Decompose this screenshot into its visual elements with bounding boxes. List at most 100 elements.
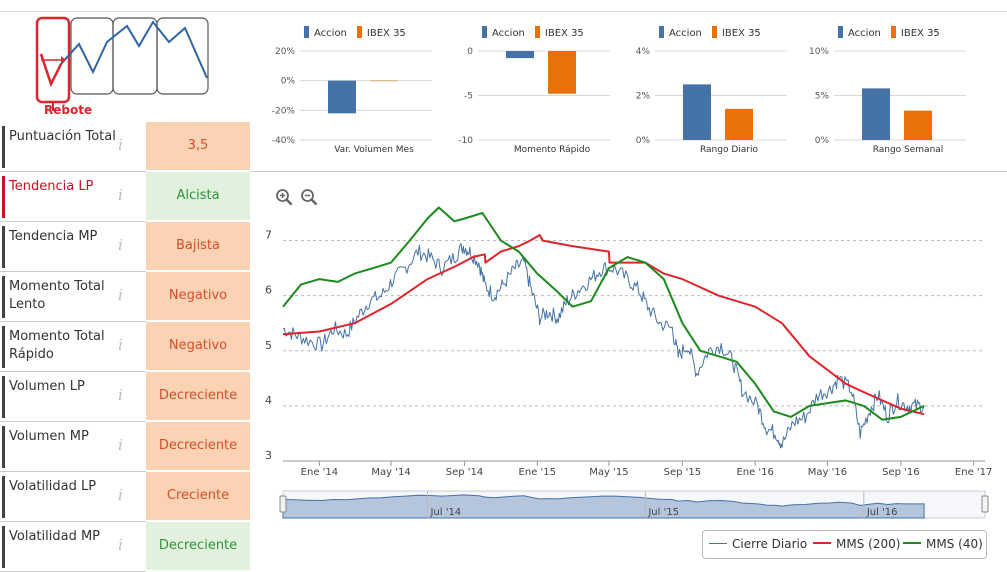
info-icon[interactable]: i bbox=[118, 336, 123, 354]
mini-legend: Accion IBEX 35 bbox=[482, 26, 584, 39]
y-tick-label: 4% bbox=[636, 47, 651, 57]
indicator-row[interactable]: Volatilidad MP i Decreciente bbox=[0, 522, 250, 572]
indicator-label: Volumen MP bbox=[9, 429, 89, 444]
indicator-value: Creciente bbox=[146, 472, 250, 520]
logo-label: Rebote bbox=[44, 103, 93, 117]
series-mms200 bbox=[282, 234, 925, 416]
y-tick-label: 0% bbox=[815, 136, 830, 146]
info-icon[interactable]: i bbox=[118, 136, 123, 154]
legend-text: Accion bbox=[669, 28, 702, 39]
row-divider bbox=[0, 521, 146, 522]
info-icon[interactable]: i bbox=[118, 486, 123, 504]
indicator-label: Volumen LP bbox=[9, 379, 85, 394]
info-icon[interactable]: i bbox=[118, 386, 123, 404]
navigator-handle[interactable] bbox=[279, 495, 287, 513]
legend-item[interactable]: MMS (200) bbox=[813, 537, 900, 551]
y-tick-label: 5% bbox=[815, 92, 830, 102]
info-icon[interactable]: i bbox=[118, 436, 123, 454]
indicator-row[interactable]: Volumen MP i Decreciente bbox=[0, 422, 250, 472]
y-tick-label: 0 bbox=[467, 47, 473, 57]
y-tick-label: 2% bbox=[636, 92, 651, 102]
legend-swatch bbox=[890, 26, 896, 38]
indicator-value: 3,5 bbox=[146, 122, 250, 170]
mini-plot: 20% 0% -20% -40% Var. Volumen Mes bbox=[272, 47, 432, 155]
mini-bar-chart: Accion IBEX 35 0 -5 -10 Momento Rápido bbox=[440, 20, 620, 160]
mini-chart-title: Momento Rápido bbox=[514, 145, 591, 155]
mini-bar-chart: Accion IBEX 35 20% 0% -20% -40% Var. Volumen M… bbox=[262, 20, 442, 160]
row-divider bbox=[0, 471, 146, 472]
y-tick-label: 0% bbox=[281, 77, 296, 87]
indicator-marker bbox=[2, 176, 5, 218]
indicator-row[interactable]: Tendencia LP i Alcista bbox=[0, 172, 250, 222]
indicator-value: Bajista bbox=[146, 222, 250, 270]
indicator-row[interactable]: Puntuación Total i 3,5 bbox=[0, 122, 250, 172]
row-divider bbox=[0, 271, 146, 272]
legend-entry: Accion bbox=[482, 26, 525, 39]
bar-ibex bbox=[904, 110, 932, 140]
legend-text: IBEX 35 bbox=[544, 28, 584, 39]
info-icon[interactable]: i bbox=[118, 286, 123, 304]
rebound-chart-icon bbox=[35, 16, 209, 111]
legend-text: IBEX 35 bbox=[721, 28, 761, 39]
legend-entry: IBEX 35 bbox=[711, 26, 761, 39]
indicator-marker bbox=[2, 276, 5, 318]
indicator-row[interactable]: Tendencia MP i Bajista bbox=[0, 222, 250, 272]
y-tick-label: 5 bbox=[265, 339, 272, 352]
y-tick-label: 6 bbox=[265, 284, 272, 297]
chart-legend: Cierre Diario MMS (200) MMS (40) bbox=[702, 530, 987, 559]
legend-swatch bbox=[356, 26, 362, 38]
x-tick-label: May '15 bbox=[589, 467, 628, 478]
legend-item[interactable]: MMS (40) bbox=[903, 537, 983, 551]
info-icon[interactable]: i bbox=[118, 236, 123, 254]
indicator-row[interactable]: Momento Total Lento i Negativo bbox=[0, 272, 250, 322]
legend-swatch bbox=[534, 26, 540, 38]
indicator-row[interactable]: Momento Total Rápido i Negativo bbox=[0, 322, 250, 372]
y-tick-label: 0% bbox=[636, 136, 651, 146]
x-tick-label: Ene '17 bbox=[955, 467, 992, 478]
legend-text: MMS (40) bbox=[926, 537, 983, 551]
zoom-in-icon[interactable] bbox=[275, 188, 293, 206]
indicator-label: Puntuación Total bbox=[9, 129, 116, 144]
indicator-marker bbox=[2, 526, 5, 568]
legend-line bbox=[903, 542, 921, 544]
legend-line bbox=[709, 543, 727, 544]
info-icon[interactable]: i bbox=[118, 186, 123, 204]
indicator-marker bbox=[2, 476, 5, 518]
indicator-row[interactable]: Volatilidad LP i Creciente bbox=[0, 472, 250, 522]
indicator-row[interactable]: Volumen LP i Decreciente bbox=[0, 372, 250, 422]
x-tick-label: Ene '14 bbox=[301, 467, 338, 478]
y-tick-label: -20% bbox=[272, 106, 296, 116]
legend-item[interactable]: Cierre Diario bbox=[709, 537, 807, 551]
indicator-table: Puntuación Total i 3,5 Tendencia LP i Alcista… bbox=[0, 122, 250, 572]
legend-text: IBEX 35 bbox=[900, 28, 940, 39]
zoom-out-icon[interactable] bbox=[300, 188, 318, 206]
y-tick-label: 10% bbox=[809, 47, 829, 57]
indicator-marker bbox=[2, 326, 5, 368]
price-chart[interactable]: 3 4 5 6 7 Ene '14 May '14 Sep '14 Ene '15 May '15… bbox=[250, 173, 1007, 571]
legend-line bbox=[813, 542, 831, 544]
legend-swatch bbox=[838, 26, 843, 38]
info-icon[interactable]: i bbox=[118, 536, 123, 554]
indicator-label: Volatilidad LP bbox=[9, 479, 97, 494]
indicator-marker bbox=[2, 126, 5, 168]
indicator-value: Decreciente bbox=[146, 522, 250, 570]
legend-entry: Accion bbox=[838, 26, 881, 39]
legend-text: IBEX 35 bbox=[366, 28, 406, 39]
legend-swatch bbox=[304, 26, 309, 38]
legend-text: Accion bbox=[848, 28, 881, 39]
bar-ibex bbox=[548, 51, 576, 94]
indicator-value: Alcista bbox=[146, 172, 250, 220]
mini-chart-title: Rango Diario bbox=[700, 145, 759, 155]
mini-legend: Accion IBEX 35 bbox=[659, 26, 761, 39]
navigator-label: Jul '14 bbox=[429, 507, 461, 518]
indicator-marker bbox=[2, 376, 5, 418]
navigator-handle[interactable] bbox=[981, 495, 989, 513]
y-tick-label: -40% bbox=[272, 136, 296, 146]
indicator-label: Tendencia LP bbox=[9, 179, 94, 194]
row-divider bbox=[0, 221, 146, 222]
mini-legend: Accion IBEX 35 bbox=[304, 26, 406, 39]
indicator-value: Negativo bbox=[146, 272, 250, 320]
mini-bar-chart: Accion IBEX 35 4% 2% 0% Rango Diario bbox=[617, 20, 797, 160]
y-tick-label: 4 bbox=[265, 394, 272, 407]
legend-text: Accion bbox=[492, 28, 525, 39]
